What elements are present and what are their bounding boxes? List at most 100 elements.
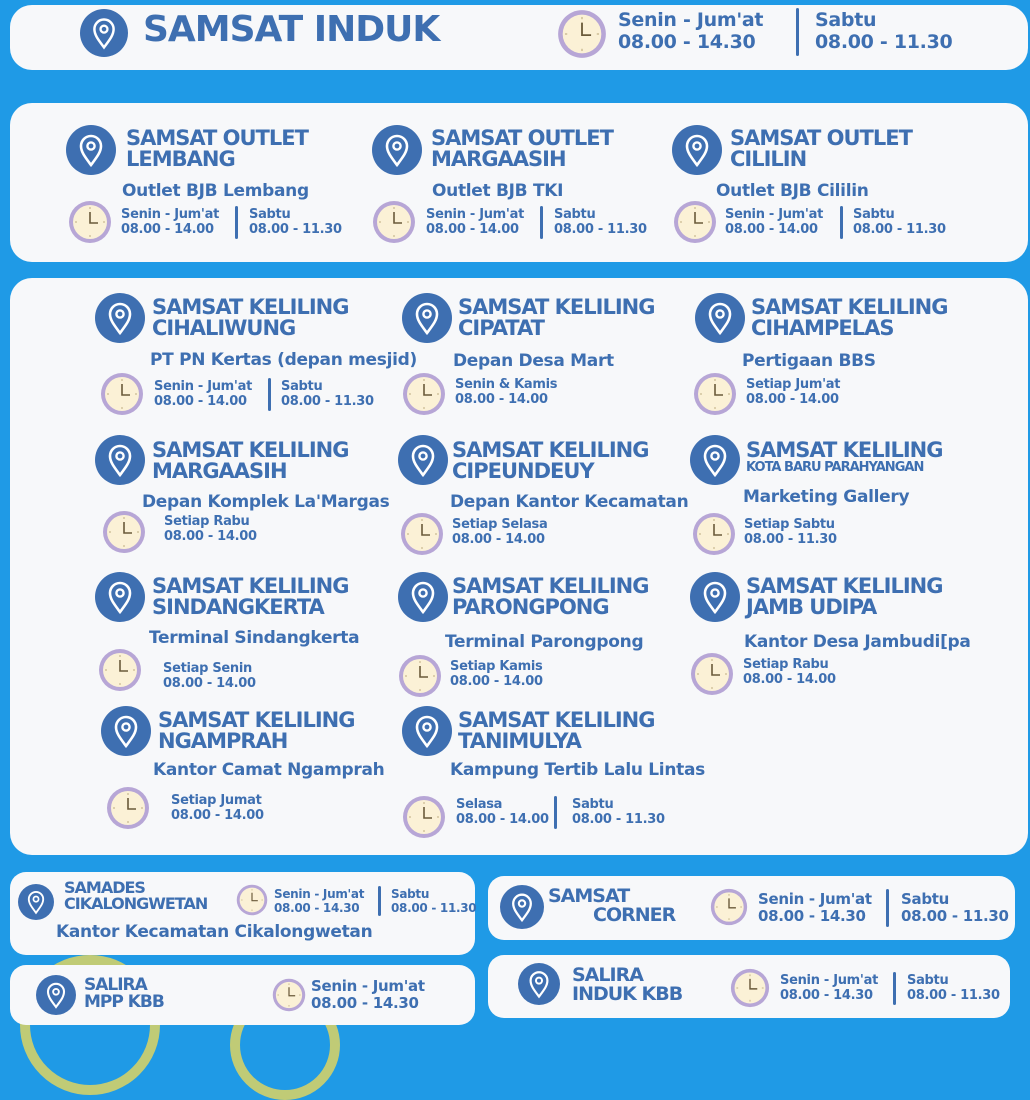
hours-time: 08.00 - 11.30: [744, 531, 837, 547]
map-pin-icon: [80, 9, 128, 57]
location-title: SAMSAT KELILING TANIMULYA: [458, 709, 655, 753]
hours-time: 08.00 - 14.30: [780, 987, 873, 1003]
location-place: Pertigaan BBS: [742, 351, 876, 371]
map-pin-icon: [402, 706, 452, 756]
location-title: SAMSAT KELILING NGAMPRAH: [158, 708, 355, 754]
hours-time: 08.00 - 14.00: [743, 671, 836, 687]
clock-icon: [400, 512, 444, 556]
location-title-line: CORNER: [593, 904, 676, 927]
location-title-line: MPP KBB: [84, 992, 165, 1013]
location-title: SAMSAT OUTLET LEMBANG: [126, 126, 309, 171]
location-title-line: JAMB UDIPA: [746, 595, 877, 620]
map-pin-icon: [66, 125, 116, 175]
hours-time: 08.00 - 11.30: [853, 221, 946, 237]
location-title-line: SALIRA: [572, 964, 644, 986]
clock-icon: [106, 786, 150, 830]
hours-time: 08.00 - 11.30: [572, 811, 665, 827]
map-pin-icon: [402, 293, 452, 343]
hours-block: Setiap Senin 08.00 - 14.00: [163, 661, 256, 692]
hours-time: 08.00 - 14.00: [163, 675, 256, 691]
location-place: Depan Kantor Kecamatan: [450, 492, 689, 512]
map-pin-icon: [398, 572, 448, 622]
hours-days: Sabtu: [572, 797, 614, 812]
location-place: Kampung Tertib Lalu Lintas: [450, 760, 705, 780]
location-title-line: SAMSAT KELILING: [452, 574, 649, 598]
location-title-line: SAMSAT KELILING: [746, 574, 943, 598]
location-place: Depan Desa Mart: [453, 351, 614, 371]
location-title-line: SAMSAT OUTLET: [126, 126, 309, 150]
clock-icon: [236, 884, 268, 916]
samades-card: [10, 872, 475, 955]
hours-days: Senin - Jum'at: [311, 977, 425, 995]
location-place: Marketing Gallery: [743, 487, 910, 507]
clock-icon: [68, 200, 112, 244]
hours-time: 08.00 - 11.30: [901, 907, 1009, 926]
clock-icon: [693, 372, 737, 416]
map-pin-icon: [95, 572, 145, 622]
location-title: SAMSAT OUTLET CILILIN: [730, 127, 913, 171]
clock-icon: [272, 978, 306, 1012]
clock-icon: [372, 200, 416, 244]
location-title-line: SAMSAT KELILING: [458, 295, 655, 319]
hours-block: Senin - Jum'at 08.00 - 14.30: [780, 973, 878, 1004]
hours-time: 08.00 - 11.30: [907, 987, 1000, 1003]
hours-time: 08.00 - 14.00: [725, 221, 818, 237]
hours-block: Senin & Kamis 08.00 - 14.00: [455, 377, 558, 408]
location-title-line: SAMSAT KELILING: [746, 438, 943, 462]
hours-time: 08.00 - 14.00: [121, 221, 214, 237]
map-pin-icon: [95, 293, 145, 343]
clock-icon: [402, 795, 446, 839]
location-title-line: CIHALIWUNG: [152, 316, 296, 341]
hours-time: 08.00 - 14.00: [450, 673, 543, 689]
hours-time: 08.00 - 14.00: [455, 391, 548, 407]
hours-block: Sabtu 08.00 - 11.30: [249, 207, 342, 238]
hours-divider: [796, 8, 799, 56]
location-title: SAMSAT KELILING KOTA BARU PARAHYANGAN: [746, 438, 943, 475]
location-title: SALIRA INDUK KBB: [572, 964, 683, 1006]
location-title-line: SAMSAT: [548, 885, 630, 907]
hours-divider: [554, 796, 557, 829]
hours-days: Senin - Jum'at: [274, 887, 365, 901]
location-title-line: PARONGPONG: [452, 595, 610, 620]
location-place: Terminal Sindangkerta: [149, 628, 360, 648]
hours-block: Setiap Jum'at 08.00 - 14.00: [746, 377, 840, 408]
location-title: SAMADES CIKALONGWETAN: [64, 878, 208, 913]
hours-days: Senin - Jum'at: [618, 9, 764, 31]
location-title-line: SAMADES: [64, 878, 146, 897]
hours-days: Sabtu: [554, 207, 596, 222]
hours-time: 08.00 - 11.30: [281, 393, 374, 409]
hours-days: Setiap Selasa: [452, 517, 548, 532]
location-title-line: INDUK KBB: [572, 983, 683, 1006]
hours-block: Setiap Jumat 08.00 - 14.00: [171, 793, 264, 824]
hours-days: Senin - Jum'at: [154, 379, 252, 394]
location-place: Kantor Camat Ngamprah: [153, 760, 385, 780]
hours-time: 08.00 - 11.30: [554, 221, 647, 237]
clock-icon: [730, 968, 770, 1008]
hours-block: Senin - Jum'at 08.00 - 14.30: [311, 977, 425, 1013]
location-title-line: CIHAMPELAS: [751, 316, 894, 341]
hours-time: 08.00 - 11.30: [815, 30, 953, 53]
map-pin-icon: [95, 435, 145, 485]
hours-days: Sabtu: [391, 887, 430, 901]
samsat-keliling-card: [10, 278, 1028, 855]
location-title-line: SAMSAT KELILING: [452, 438, 649, 462]
location-title-line: NGAMPRAH: [158, 729, 288, 754]
location-title-line: CIPATAT: [458, 316, 545, 341]
hours-days: Senin & Kamis: [455, 377, 558, 392]
hours-block: Setiap Rabu 08.00 - 14.00: [743, 657, 836, 688]
hours-block: Setiap Selasa 08.00 - 14.00: [452, 517, 548, 548]
hours-days: Setiap Sabtu: [744, 517, 835, 532]
hours-days: Sabtu: [907, 973, 949, 988]
map-pin-icon: [690, 435, 740, 485]
hours-time: 08.00 - 14.00: [456, 811, 549, 827]
map-pin-icon: [372, 125, 422, 175]
location-title-line: SAMSAT KELILING: [158, 708, 355, 732]
location-title: SAMSAT KELILING CIPEUNDEUY: [452, 438, 649, 483]
hours-time: 08.00 - 14.30: [758, 907, 866, 926]
map-pin-icon: [398, 435, 448, 485]
location-title-line: SINDANGKERTA: [152, 595, 325, 620]
location-title-line: SAMSAT KELILING: [751, 295, 948, 319]
location-title: SAMSAT KELILING PARONGPONG: [452, 574, 649, 620]
map-pin-icon: [101, 706, 151, 756]
location-title: SAMSAT KELILING CIHALIWUNG: [152, 296, 349, 341]
